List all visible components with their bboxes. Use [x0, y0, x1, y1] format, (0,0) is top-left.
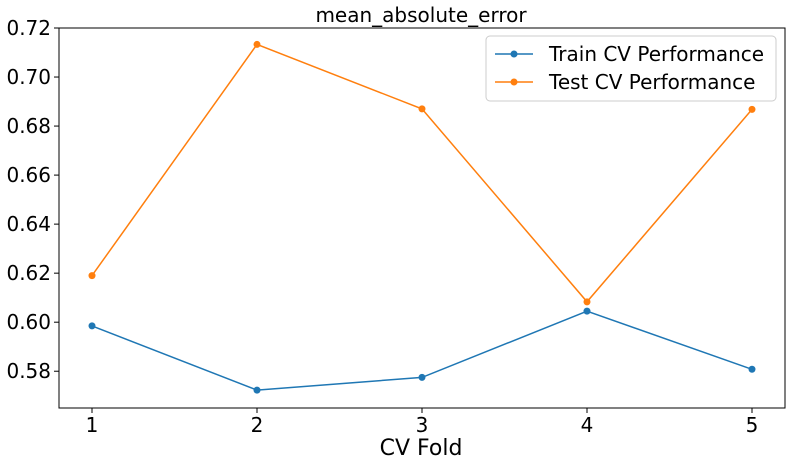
- x-tick-label: 3: [416, 413, 429, 437]
- y-tick-label: 0.68: [6, 114, 51, 138]
- legend: Train CV Performance Test CV Performance: [485, 35, 777, 102]
- x-tick-label: 5: [746, 413, 759, 437]
- x-axis-ticks: 1 2 3 4 5: [86, 408, 759, 437]
- y-tick-label: 0.70: [6, 65, 51, 89]
- series-1-point: [253, 386, 261, 394]
- y-tick-label: 0.64: [6, 212, 51, 236]
- legend-label-2: Test CV Performance: [548, 70, 755, 94]
- legend-marker-2: [510, 78, 518, 86]
- series-2-point: [88, 272, 96, 280]
- plot-area: [88, 40, 756, 394]
- y-axis-ticks: 0.58 0.60 0.62 0.64 0.66 0.68 0.70 0.72: [6, 16, 59, 383]
- x-tick-label: 1: [86, 413, 99, 437]
- chart-title: mean_absolute_error: [315, 3, 527, 27]
- series-1-point: [748, 365, 756, 373]
- series-1-point: [583, 307, 591, 315]
- x-axis-label: CV Fold: [380, 436, 463, 461]
- y-tick-label: 0.60: [6, 310, 51, 334]
- y-tick-label: 0.66: [6, 163, 51, 187]
- x-tick-label: 4: [581, 413, 594, 437]
- y-tick-label: 0.62: [6, 261, 51, 285]
- x-tick-label: 2: [251, 413, 264, 437]
- legend-marker-1: [510, 50, 518, 58]
- series-1-point: [418, 373, 426, 381]
- legend-label-1: Train CV Performance: [548, 42, 764, 66]
- series-1-point: [88, 322, 96, 330]
- series-2-point: [418, 105, 426, 113]
- series-2-point: [583, 298, 591, 306]
- y-tick-label: 0.58: [6, 359, 51, 383]
- legend-box: [485, 35, 777, 102]
- series-2-point: [748, 105, 756, 113]
- y-tick-label: 0.72: [6, 16, 51, 40]
- series-2-point: [253, 40, 261, 48]
